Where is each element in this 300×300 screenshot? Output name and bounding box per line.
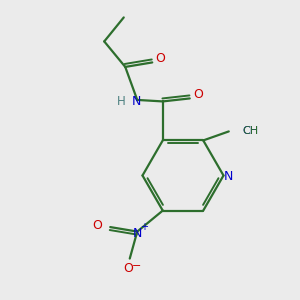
Text: H: H [117,95,126,108]
Text: CH: CH [242,126,258,136]
Text: −: − [132,261,141,271]
Text: N: N [224,170,234,184]
Text: CH: CH [242,126,258,136]
Text: O: O [193,88,203,101]
Text: N: N [131,95,141,108]
Text: O: O [156,52,166,65]
Text: O: O [123,262,133,275]
Text: O: O [92,219,102,232]
Text: N: N [133,226,142,240]
Text: +: + [140,222,148,232]
